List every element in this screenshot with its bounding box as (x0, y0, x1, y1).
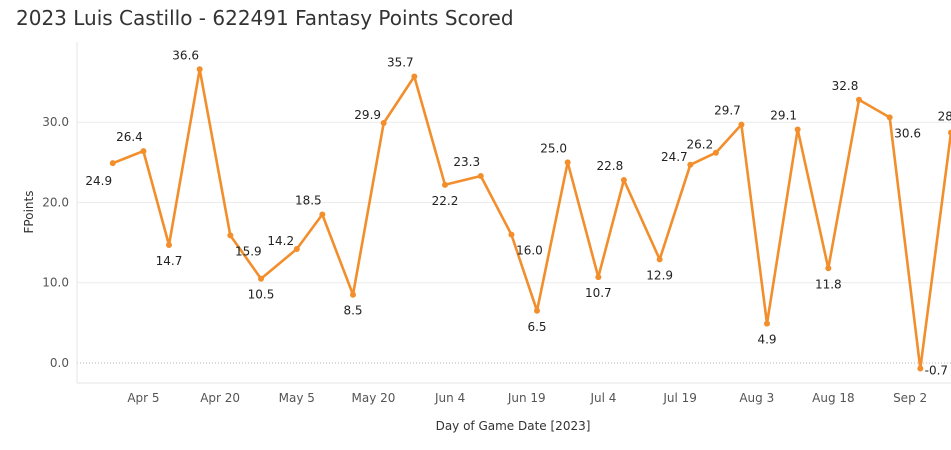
data-label: 32.8 (832, 79, 859, 93)
y-tick-label: 20.0 (42, 195, 69, 209)
data-point (477, 172, 484, 179)
data-label: 11.8 (815, 277, 842, 291)
data-label: 22.2 (432, 194, 459, 208)
data-point (712, 149, 719, 156)
data-point (620, 177, 627, 184)
data-label: 10.5 (248, 288, 275, 302)
x-tick-label: Aug 18 (812, 391, 855, 405)
data-point (656, 256, 663, 263)
data-point (319, 211, 326, 218)
data-label: 29.1 (770, 108, 797, 122)
y-axis-title: FPoints (22, 191, 36, 234)
data-point (825, 265, 832, 272)
x-tick-label: Jul 4 (589, 391, 616, 405)
y-tick-label: 0.0 (50, 356, 69, 370)
data-point (258, 275, 264, 282)
chart-title: 2023 Luis Castillo - 622491 Fantasy Poin… (16, 6, 514, 30)
data-label: 4.9 (757, 333, 776, 347)
data-label: 6.5 (527, 320, 546, 334)
data-point (564, 159, 571, 166)
data-point (293, 246, 300, 253)
data-point (140, 148, 147, 155)
data-label: 35.7 (387, 56, 414, 70)
data-point (738, 121, 745, 128)
x-axis-title: Day of Game Date [2023] (436, 419, 591, 433)
data-point (917, 365, 924, 372)
x-tick-label: Aug 3 (739, 391, 774, 405)
data-label: 10.7 (585, 286, 612, 300)
data-label: 8.5 (343, 304, 362, 318)
y-axis-ticks: 0.0 10.0 20.0 30.0 (42, 115, 69, 370)
y-tick-label: 10.0 (42, 276, 69, 290)
data-point (595, 274, 602, 281)
data-label: 29.7 (714, 104, 741, 118)
data-label: 26.2 (687, 138, 714, 152)
data-point (380, 120, 387, 127)
data-point (508, 231, 515, 238)
x-axis-ticks: Apr 5 Apr 20 May 5 May 20 Jun 4 Jun 19 Jul 4 Ju… (127, 391, 927, 405)
data-label: 30.6 (894, 126, 921, 140)
data-label: 26.4 (116, 130, 143, 144)
y-tick-label: 30.0 (42, 115, 69, 129)
x-tick-label: Apr 5 (127, 391, 159, 405)
data-label: 24.7 (661, 150, 688, 164)
data-labels: 24.9 26.4 14.7 36.6 15.9 10.5 14.2 18.5 8.5 29.9 3… (85, 48, 951, 377)
data-label: 28.7 (938, 110, 951, 124)
data-point (794, 126, 801, 133)
data-label: 15.9 (235, 244, 262, 258)
data-point (534, 307, 540, 314)
data-label: 18.5 (295, 194, 322, 208)
data-label: 14.2 (267, 234, 294, 248)
data-label: 25.0 (540, 141, 567, 155)
data-label: 22.8 (597, 159, 624, 173)
series-fpoints (109, 66, 951, 372)
x-tick-label: Apr 20 (200, 391, 240, 405)
data-label: 29.9 (354, 108, 381, 122)
data-point (227, 232, 234, 239)
data-point (166, 241, 172, 248)
data-label: 36.6 (172, 48, 199, 62)
data-point (411, 73, 418, 80)
data-point (764, 320, 770, 327)
x-tick-label: Jun 19 (507, 391, 546, 405)
data-point (856, 96, 862, 103)
data-point (442, 181, 448, 188)
gridlines (77, 121, 951, 364)
data-label: 14.7 (156, 254, 183, 268)
data-label: 23.3 (453, 155, 480, 169)
data-label: 24.9 (85, 174, 112, 188)
data-point (687, 161, 694, 168)
x-tick-label: Jun 4 (434, 391, 465, 405)
x-tick-label: May 20 (351, 391, 395, 405)
data-label: 16.0 (516, 244, 543, 258)
x-tick-label: Sep 2 (893, 391, 927, 405)
data-point (350, 291, 356, 298)
data-point (948, 129, 951, 136)
data-label: 12.9 (646, 268, 673, 282)
x-tick-label: Jul 19 (662, 391, 697, 405)
x-tick-label: May 5 (279, 391, 315, 405)
data-point (109, 160, 116, 167)
data-label: -0.7 (925, 364, 948, 378)
data-point (886, 114, 893, 121)
data-point (196, 66, 203, 73)
